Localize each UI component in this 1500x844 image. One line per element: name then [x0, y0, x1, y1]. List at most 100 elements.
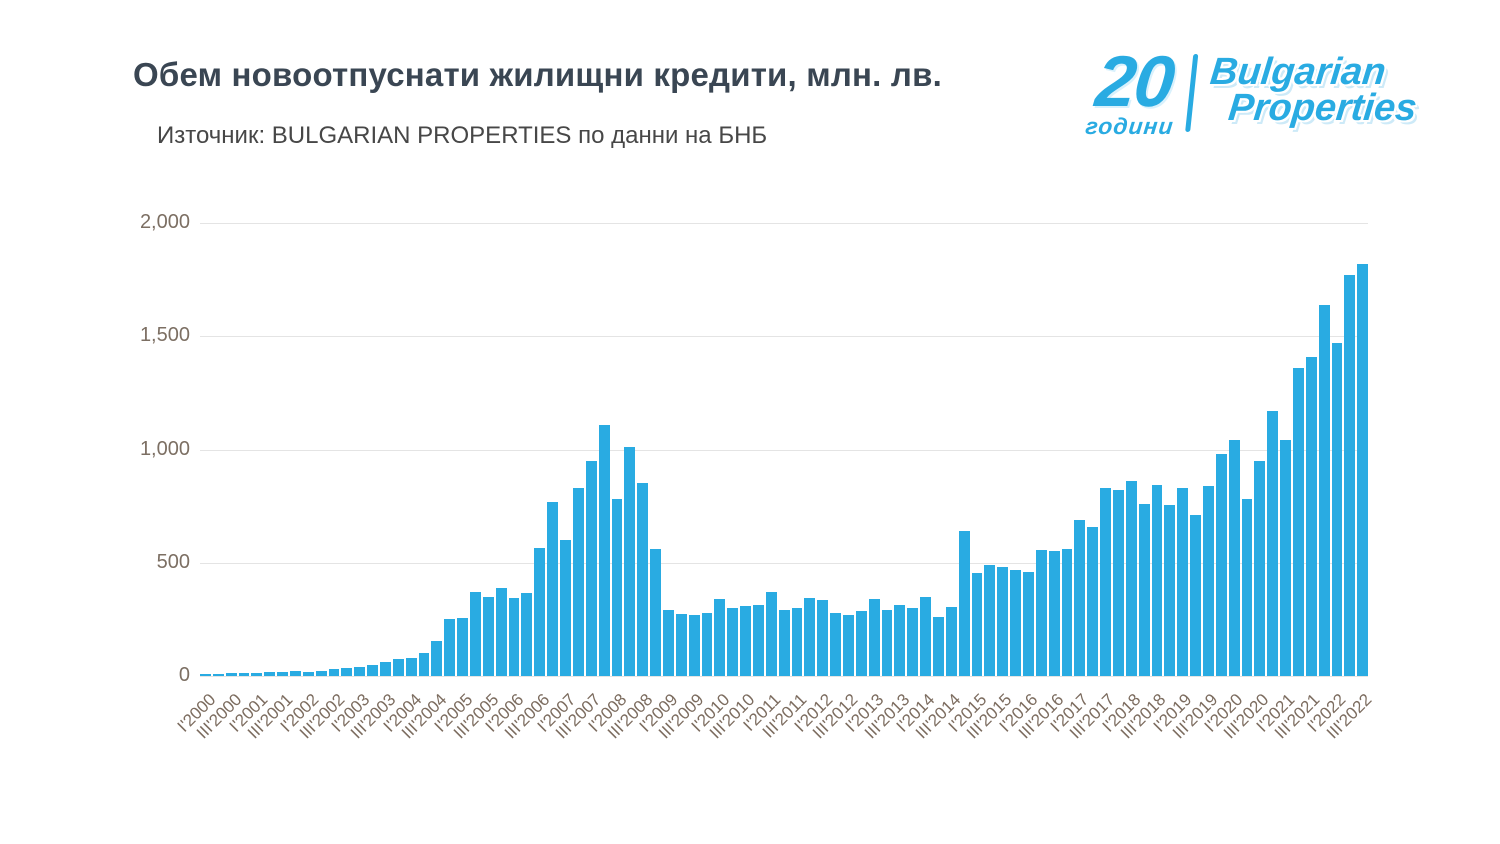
bar — [367, 664, 379, 676]
page-title: Обем новоотпуснати жилищни кредити, млн.… — [133, 56, 942, 93]
bar — [1344, 275, 1356, 676]
bar — [1267, 411, 1279, 676]
bar — [1305, 356, 1317, 676]
bar — [264, 672, 276, 676]
bar — [688, 614, 700, 676]
bar — [238, 672, 250, 676]
bar — [277, 671, 289, 676]
bar — [765, 592, 777, 676]
bar — [495, 587, 507, 676]
y-tick-label: 1,500 — [139, 324, 190, 347]
gridline — [200, 449, 1368, 451]
bar — [444, 619, 456, 676]
source-line: Източник: BULGARIAN PROPERTIES по данни … — [157, 122, 768, 149]
bar — [1254, 460, 1266, 676]
bar — [431, 640, 443, 676]
bar — [1177, 488, 1189, 676]
bar — [701, 612, 713, 676]
bar — [662, 610, 674, 676]
bar — [791, 608, 803, 676]
bar — [1113, 490, 1124, 676]
bar — [984, 565, 996, 676]
bar — [251, 673, 263, 676]
logo-years-word: години — [1084, 113, 1176, 140]
bar — [727, 608, 739, 676]
y-tick-label: 500 — [156, 550, 190, 573]
bar — [778, 610, 790, 676]
bar — [611, 499, 623, 676]
logo-divider — [1185, 54, 1199, 132]
bar — [547, 501, 559, 676]
gridline — [200, 223, 1368, 224]
bar — [290, 671, 301, 676]
y-tick-label: 1,000 — [139, 437, 190, 460]
bar — [1280, 440, 1292, 676]
y-tick-label: 2,000 — [139, 211, 190, 233]
bar — [482, 596, 494, 676]
gridline — [200, 676, 1368, 677]
bar — [650, 549, 661, 676]
bar — [920, 596, 931, 676]
bars-container — [200, 223, 1369, 676]
bar — [740, 605, 751, 676]
bar — [971, 572, 983, 676]
bar — [1164, 505, 1176, 676]
bar — [997, 567, 1009, 676]
logo-brand: Bulgarian Properties — [1205, 51, 1423, 130]
bar — [1318, 304, 1330, 676]
bar — [804, 597, 816, 676]
logo-20-number: 20 — [1092, 42, 1177, 122]
bar — [508, 597, 520, 676]
bar — [1061, 549, 1073, 676]
bar — [1357, 263, 1369, 676]
bar — [1151, 484, 1163, 676]
y-tick-label: 0 — [178, 664, 190, 686]
bar — [380, 661, 391, 676]
bar — [572, 488, 584, 676]
bar — [855, 611, 867, 676]
bar — [932, 617, 944, 676]
bar — [1100, 488, 1112, 676]
bar — [1035, 550, 1047, 676]
bar — [328, 669, 340, 676]
bar — [1190, 515, 1202, 676]
bar — [1023, 571, 1034, 676]
bar — [405, 657, 417, 676]
bar — [637, 483, 649, 676]
bar — [1048, 551, 1060, 676]
bar — [1241, 499, 1253, 676]
bar — [457, 618, 469, 676]
bar — [907, 608, 919, 676]
bar — [534, 548, 546, 676]
bar — [302, 671, 314, 676]
logo-brand-line1: Bulgarian — [1208, 51, 1388, 93]
bar — [585, 460, 597, 676]
bar — [341, 668, 353, 676]
bar — [470, 592, 481, 676]
bar — [200, 674, 211, 676]
bar — [1228, 440, 1240, 676]
bar — [315, 670, 327, 676]
bar — [817, 600, 829, 676]
bar — [1203, 485, 1214, 676]
company-logo: 20 години Bulgarian Properties — [1084, 42, 1423, 140]
bar — [868, 599, 880, 676]
bar — [842, 614, 854, 676]
bar — [624, 447, 636, 676]
bar — [1293, 367, 1304, 676]
bar — [1074, 519, 1086, 676]
bar — [958, 531, 970, 676]
bar — [881, 610, 893, 676]
bar — [392, 659, 404, 676]
bar — [1215, 454, 1227, 676]
bar — [598, 424, 610, 676]
bar — [1125, 481, 1137, 676]
bar — [752, 604, 764, 676]
bar — [830, 612, 841, 676]
logo-brand-line2: Properties — [1226, 87, 1419, 130]
bar — [1138, 503, 1150, 676]
bar — [675, 613, 687, 676]
gridline — [200, 562, 1368, 564]
bar — [521, 593, 533, 676]
